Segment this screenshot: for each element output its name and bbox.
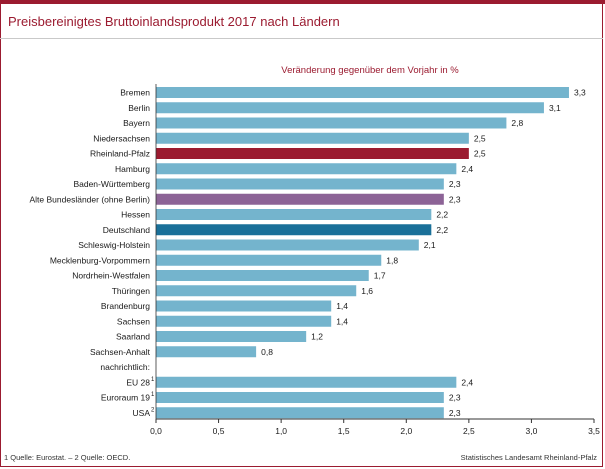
top-accent-bar: [0, 0, 605, 4]
page-title: Preisbereinigtes Bruttoinlandsprodukt 20…: [8, 14, 340, 29]
category-label: Niedersachsen: [93, 133, 150, 143]
bar: [156, 407, 444, 419]
bar: [156, 392, 444, 403]
value-label: 2,1: [424, 240, 436, 250]
value-label: 2,4: [461, 377, 473, 387]
category-label: Sachsen: [117, 316, 150, 326]
value-label: 2,8: [511, 118, 523, 128]
value-label: 2,3: [449, 194, 461, 204]
value-label: 1,8: [386, 255, 398, 265]
category-label: Rheinland-Pfalz: [90, 149, 150, 159]
bar: [156, 315, 332, 327]
category-label: Brandenburg: [101, 301, 150, 311]
category-label: Bayern: [123, 118, 150, 128]
footnote-sources: 1 Quelle: Eurostat. – 2 Quelle: OECD.: [4, 453, 131, 462]
bar: [156, 102, 544, 114]
x-tick-label: 3,5: [588, 426, 600, 436]
title-divider: [0, 38, 603, 39]
value-label: 2,5: [474, 133, 486, 143]
category-label: Deutschland: [103, 225, 151, 235]
bar: [156, 148, 469, 159]
value-label: 1,4: [336, 316, 348, 326]
x-tick-label: 2,5: [463, 426, 475, 436]
bar-series: Bremen 3,3 Berlin 3,1 Bayern 2,8 Niedersachsen…: [30, 87, 586, 419]
category-label: Saarland: [116, 332, 150, 342]
bar: [156, 117, 507, 129]
bar: [156, 270, 369, 281]
x-tick-label: 0,5: [213, 426, 225, 436]
category-label: Sachsen-Anhalt: [90, 347, 151, 357]
bar: [156, 300, 332, 312]
bar: [156, 331, 307, 342]
x-tick-label: 2,0: [400, 426, 412, 436]
value-label: 3,3: [574, 88, 586, 98]
value-label: 1,2: [311, 332, 323, 342]
category-label: Hessen: [121, 210, 150, 220]
category-label: Nordrhein-Westfalen: [72, 271, 150, 281]
x-tick-label: 0,0: [150, 426, 162, 436]
category-label: EU 28: [126, 377, 150, 387]
category-label: nachrichtlich:: [100, 362, 150, 372]
footnote-marker: 2: [151, 407, 155, 413]
category-label: Thüringen: [112, 286, 151, 296]
value-label: 2,3: [449, 393, 461, 403]
bar: [156, 193, 444, 205]
category-label: Schleswig-Holstein: [78, 240, 150, 250]
value-label: 2,2: [436, 210, 448, 220]
bar: [156, 209, 432, 220]
value-label: 1,4: [336, 301, 348, 311]
value-label: 2,2: [436, 225, 448, 235]
category-label: USA: [133, 408, 151, 418]
value-label: 1,7: [374, 271, 386, 281]
category-label: Mecklenburg-Vorpommern: [50, 255, 150, 265]
value-label: 1,6: [361, 286, 373, 296]
value-label: 2,4: [461, 164, 473, 174]
category-label: Euroraum 19: [101, 393, 150, 403]
footnote-marker: 1: [151, 392, 155, 398]
category-label: Berlin: [128, 103, 150, 113]
bar: [156, 224, 432, 236]
value-label: 0,8: [261, 347, 273, 357]
bar: [156, 285, 357, 297]
bar: [156, 163, 457, 175]
value-label: 2,3: [449, 179, 461, 189]
bar: [156, 346, 257, 358]
value-label: 2,3: [449, 408, 461, 418]
footnote-publisher: Statistisches Landesamt Rheinland-Pfalz: [460, 453, 597, 462]
bar: [156, 376, 457, 388]
value-label: 2,5: [474, 149, 486, 159]
bar: [156, 178, 444, 190]
category-label: Hamburg: [115, 164, 150, 174]
chart-subtitle: Veränderung gegenüber dem Vorjahr in %: [281, 65, 459, 76]
value-label: 3,1: [549, 103, 561, 113]
bar: [156, 132, 469, 144]
x-axis: 0,0 0,5 1,0 1,5 2,0 2,5 3,0 3,5: [150, 84, 600, 436]
category-label: Alte Bundesländer (ohne Berlin): [30, 194, 151, 204]
bar: [156, 254, 382, 266]
x-tick-label: 1,5: [338, 426, 350, 436]
footnote-marker: 1: [151, 377, 155, 383]
category-label: Baden-Württemberg: [73, 179, 150, 189]
x-tick-label: 3,0: [526, 426, 538, 436]
bar: [156, 239, 419, 251]
category-label: Bremen: [120, 88, 150, 98]
bar: [156, 87, 569, 98]
x-tick-label: 1,0: [275, 426, 287, 436]
